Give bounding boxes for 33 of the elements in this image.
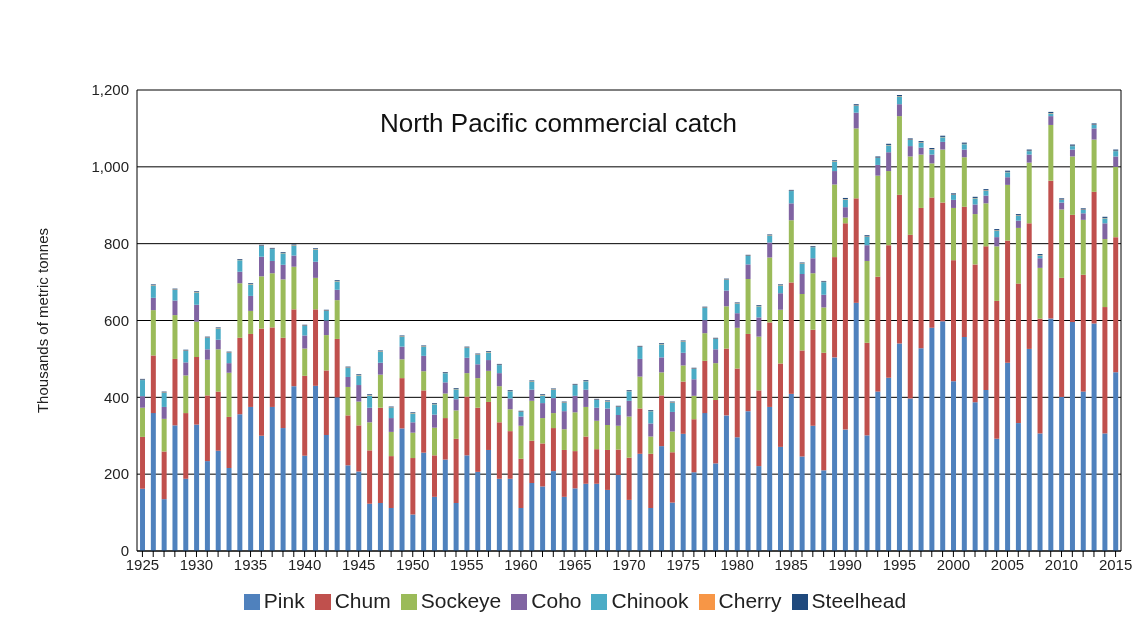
x-tick-label: 1985	[774, 555, 808, 573]
x-tick-label: 2015	[1098, 555, 1133, 573]
x-tick-label: 1995	[882, 555, 917, 573]
x-tick-label: 1990	[828, 555, 862, 573]
x-tick-label: 1970	[612, 555, 646, 573]
y-tick-label: 1,200	[91, 81, 129, 99]
y-tick-label: 1,000	[91, 158, 129, 176]
y-tick-label: 600	[103, 311, 129, 329]
legend-label: Pink	[263, 589, 305, 612]
x-tick-label: 1935	[233, 555, 268, 573]
x-tick-label: 1965	[558, 555, 592, 573]
x-tick-label: 1950	[396, 555, 430, 573]
legend-label: Cherry	[718, 589, 782, 612]
x-tick-label: 1975	[666, 555, 700, 573]
y-tick-label: 800	[103, 234, 129, 252]
x-tick-label: 2000	[936, 555, 971, 573]
x-tick-label: 1960	[504, 555, 538, 573]
legend-label: Sockeye	[420, 589, 502, 612]
x-tick-label: 1930	[179, 555, 214, 573]
x-tick-label: 1980	[720, 555, 754, 573]
x-tick-label: 2010	[1044, 555, 1079, 573]
y-tick-label: 400	[103, 388, 129, 406]
legend-label: Chum	[334, 589, 391, 612]
x-tick-label: 1940	[287, 555, 322, 573]
x-tick-label: 1955	[450, 555, 484, 573]
x-tick-label: 2005	[990, 555, 1025, 573]
legend-label: Chinook	[611, 589, 689, 612]
x-tick-label: 1945	[341, 555, 376, 573]
y-axis-title: Thousands of metric tonnes	[34, 227, 52, 414]
text: North Pacific commercial catch	[380, 108, 737, 139]
y-tick-label: 200	[103, 465, 129, 483]
legend-label: Steelhead	[811, 589, 907, 612]
legend-label: Coho	[531, 589, 582, 612]
